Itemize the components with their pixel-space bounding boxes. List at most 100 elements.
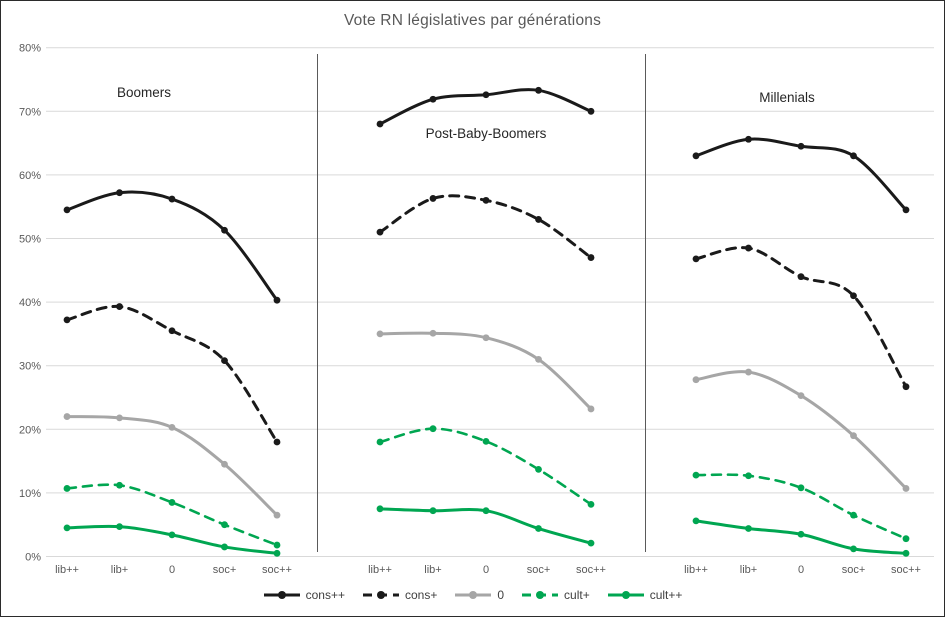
data-point-post-baby-boomers-cult-soc (535, 525, 542, 532)
series-line-boomers-cult (65, 524, 279, 555)
data-point-post-baby-boomers-cons-soc (535, 86, 542, 94)
series-line-boomers-cons (65, 305, 279, 444)
data-point-post-baby-boomers-cult-lib (376, 505, 384, 513)
data-point-post-baby-boomers-cult-lib (376, 438, 384, 446)
chart-title: Vote RN législatives par générations (343, 12, 602, 29)
x-axis-tick-label-boomers-lib: lib++ (55, 564, 79, 576)
data-point-boomers-cult-0 (168, 531, 176, 539)
data-point-millenials-cult-0 (797, 484, 805, 492)
data-point-millenials-cons-0 (797, 142, 805, 150)
data-point-post-baby-boomers-0-soc (587, 405, 595, 413)
data-point-millenials-cult-soc (902, 549, 910, 557)
data-point-millenials-cult-soc (902, 535, 910, 543)
data-point-boomers-cult-soc (273, 541, 281, 549)
y-axis-tick-label: 10% (19, 488, 41, 500)
y-axis-tick-label: 40% (19, 297, 41, 309)
data-point-post-baby-boomers-cons-lib (376, 228, 384, 236)
data-point-millenials-cult-lib (745, 472, 752, 480)
legend-label-cons: cons+ (404, 588, 438, 602)
x-axis-tick-label-millenials-lib: lib+ (740, 564, 757, 576)
data-point-post-baby-boomers-cons-0 (482, 196, 490, 204)
series-line-post-baby-boomers-0 (378, 331, 593, 411)
panel-label-millenials: Millenials (759, 90, 815, 105)
data-point-post-baby-boomers-cult-0 (482, 437, 490, 445)
x-axis-tick-label-post-baby-boomers-soc: soc++ (576, 564, 606, 576)
data-point-boomers-0-soc (221, 460, 228, 468)
data-point-boomers-0-lib (116, 414, 123, 422)
y-axis-tick-label: 50% (19, 234, 41, 246)
x-axis-tick-label-post-baby-boomers-0: 0 (483, 564, 489, 576)
data-point-post-baby-boomers-cult-soc (535, 465, 542, 473)
data-point-post-baby-boomers-0-0 (482, 334, 490, 342)
x-axis-tick-label-post-baby-boomers-lib: lib+ (424, 564, 441, 576)
x-axis-tick-label-millenials-soc: soc++ (891, 564, 921, 576)
data-point-millenials-cons-lib (692, 255, 700, 263)
data-point-boomers-cons-lib (63, 316, 71, 324)
series-line-millenials-cons (694, 246, 908, 389)
data-point-boomers-0-0 (168, 423, 176, 431)
x-axis-tick-label-boomers-lib: lib+ (111, 564, 128, 576)
x-axis-tick-label-millenials-lib: lib++ (684, 564, 708, 576)
series-line-millenials-cult (694, 473, 908, 540)
x-axis-tick-label-boomers-soc: soc+ (213, 564, 237, 576)
data-point-millenials-cons-lib (745, 135, 752, 143)
legend-item-cons: cons+ (362, 588, 437, 602)
data-point-boomers-cult-lib (116, 523, 123, 531)
data-point-millenials-cons-lib (692, 152, 700, 160)
data-point-boomers-cons-soc (273, 296, 281, 304)
data-point-boomers-cult-soc (221, 543, 228, 551)
data-point-boomers-cons-soc (273, 438, 281, 446)
data-point-boomers-cult-lib (63, 524, 71, 532)
data-point-millenials-cons-soc (902, 383, 910, 391)
data-point-millenials-cult-lib (692, 517, 700, 525)
data-point-boomers-0-soc (273, 511, 281, 519)
data-point-post-baby-boomers-cons-lib (376, 120, 384, 128)
y-axis-tick-label: 20% (19, 424, 41, 436)
data-point-post-baby-boomers-cult-lib (429, 507, 437, 515)
data-point-millenials-0-0 (797, 392, 805, 399)
data-point-post-baby-boomers-cult-soc (587, 539, 595, 547)
data-point-post-baby-boomers-cons-lib (429, 95, 437, 103)
x-axis-tick-label-millenials-0: 0 (798, 564, 804, 576)
data-point-post-baby-boomers-cult-lib (429, 425, 437, 433)
series-line-boomers-cons (65, 190, 279, 302)
y-axis-tick-label: 30% (19, 361, 41, 373)
data-point-millenials-0-lib (692, 376, 700, 384)
data-point-boomers-cons-0 (168, 195, 176, 203)
x-axis-tick-label-post-baby-boomers-soc: soc+ (527, 564, 551, 576)
data-point-post-baby-boomers-0-soc (535, 355, 542, 363)
x-axis-tick-label-boomers-soc: soc++ (262, 564, 292, 576)
data-point-post-baby-boomers-0-lib (376, 330, 384, 338)
y-axis-tick-label: 70% (19, 106, 41, 118)
data-point-millenials-0-soc (902, 485, 910, 492)
data-point-post-baby-boomers-cons-lib (429, 195, 437, 202)
data-point-post-baby-boomers-cons-soc (535, 216, 542, 223)
data-point-millenials-cult-lib (692, 471, 700, 479)
x-axis-tick-label-millenials-soc: soc+ (842, 564, 866, 576)
y-axis-tick-label: 60% (19, 170, 41, 182)
data-point-post-baby-boomers-cons-0 (482, 91, 490, 99)
data-point-boomers-cult-lib (116, 481, 123, 489)
series-line-millenials-0 (694, 370, 908, 490)
data-point-millenials-cult-soc (850, 511, 857, 519)
data-point-boomers-cons-lib (116, 189, 123, 197)
data-point-millenials-0-lib (745, 368, 752, 376)
legend-marker-cons (263, 591, 300, 599)
legend-marker-cult (607, 591, 644, 599)
data-point-millenials-cult-soc (850, 545, 857, 553)
legend-item-cons: cons++ (263, 588, 345, 602)
data-point-post-baby-boomers-cult-0 (482, 507, 490, 515)
y-axis-tick-label: 80% (19, 43, 41, 55)
data-point-boomers-cons-soc (221, 226, 228, 234)
chart-legend: cons++ cons+ 0 cult+ cult++ (1, 588, 944, 602)
panel-label-post-baby-boomers: Post-Baby-Boomers (426, 126, 547, 141)
legend-label-cons: cons++ (305, 588, 345, 602)
legend-item-cult: cult++ (607, 588, 682, 602)
legend-label-cult: cult+ (564, 588, 590, 602)
data-point-post-baby-boomers-cons-soc (587, 107, 595, 115)
data-point-boomers-cons-lib (116, 303, 123, 310)
series-line-post-baby-boomers-cult (378, 427, 593, 506)
legend-item-0: 0 (454, 588, 504, 602)
